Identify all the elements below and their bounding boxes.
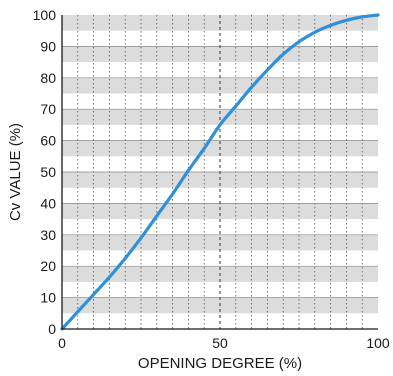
y-tick-label: 100 <box>33 7 57 23</box>
x-axis-title: OPENING DEGREE (%) <box>138 355 302 372</box>
band-gray <box>62 46 378 63</box>
y-tick-label: 20 <box>40 258 56 274</box>
y-tick-label: 40 <box>40 195 56 211</box>
y-tick-label: 80 <box>40 70 56 86</box>
x-tick-label: 100 <box>366 335 390 351</box>
axes <box>61 15 378 330</box>
y-axis-title: Cv VALUE (%) <box>7 123 24 221</box>
y-tick-label: 50 <box>40 164 56 180</box>
x-tick-labels: 0 50 100 <box>58 335 390 351</box>
band-gray <box>62 77 378 94</box>
y-tick-label: 30 <box>40 227 56 243</box>
x-tick-label: 0 <box>58 335 66 351</box>
y-tick-label: 60 <box>40 133 56 149</box>
series-line <box>60 13 380 331</box>
x-tick-label: 50 <box>212 335 228 351</box>
y-tick-label: 10 <box>40 290 56 306</box>
y-tick-labels: 0 10 20 30 40 50 60 70 80 90 100 <box>33 7 57 337</box>
y-tick-label: 0 <box>48 321 56 337</box>
y-tick-label: 90 <box>40 38 56 54</box>
y-tick-label: 70 <box>40 101 56 117</box>
